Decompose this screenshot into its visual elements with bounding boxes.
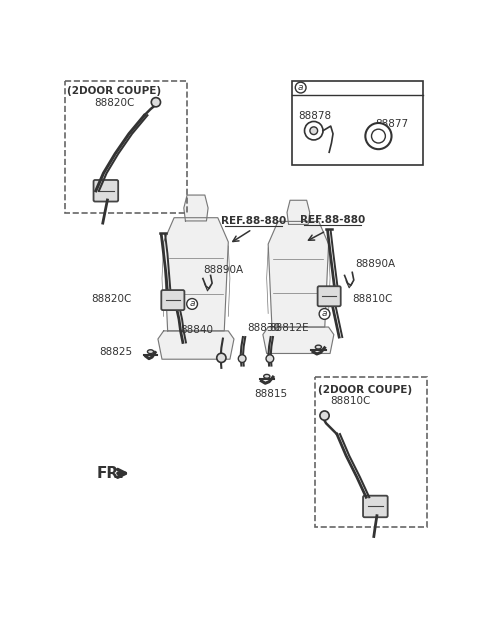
Ellipse shape <box>264 374 270 378</box>
Circle shape <box>365 123 392 149</box>
FancyBboxPatch shape <box>94 180 118 202</box>
Circle shape <box>304 122 323 140</box>
Text: 88820C: 88820C <box>92 294 132 303</box>
Circle shape <box>320 411 329 420</box>
Text: a: a <box>189 300 195 308</box>
Text: 88877: 88877 <box>375 119 408 129</box>
Text: 88878: 88878 <box>299 111 332 122</box>
Circle shape <box>217 353 226 362</box>
Text: a: a <box>298 83 303 92</box>
FancyBboxPatch shape <box>363 495 388 517</box>
Bar <box>315 377 427 527</box>
Text: (2DOOR COUPE): (2DOOR COUPE) <box>67 86 161 96</box>
Circle shape <box>266 355 274 362</box>
Circle shape <box>151 97 160 107</box>
Text: 88890A: 88890A <box>355 259 396 269</box>
FancyBboxPatch shape <box>161 290 184 310</box>
Polygon shape <box>164 218 228 331</box>
Text: 88840: 88840 <box>180 324 214 335</box>
Circle shape <box>319 308 330 319</box>
Polygon shape <box>158 331 234 359</box>
Circle shape <box>372 129 385 143</box>
Text: REF.88-880: REF.88-880 <box>221 216 287 226</box>
Text: 88820C: 88820C <box>94 97 135 108</box>
Bar <box>292 81 423 165</box>
Text: (2DOOR COUPE): (2DOOR COUPE) <box>318 385 412 395</box>
Text: FR.: FR. <box>96 466 125 481</box>
Bar <box>65 81 187 213</box>
Ellipse shape <box>315 345 322 349</box>
Circle shape <box>238 355 246 362</box>
Ellipse shape <box>147 350 154 354</box>
FancyBboxPatch shape <box>318 286 341 307</box>
Circle shape <box>310 127 318 134</box>
Text: 88810C: 88810C <box>331 396 371 406</box>
Text: 88830: 88830 <box>248 323 280 333</box>
Text: REF.88-880: REF.88-880 <box>300 214 365 225</box>
Text: 88810C: 88810C <box>352 294 393 303</box>
Polygon shape <box>268 221 328 327</box>
Text: 88890A: 88890A <box>204 265 244 275</box>
Text: 88815: 88815 <box>254 388 287 399</box>
Polygon shape <box>287 200 310 225</box>
Text: a: a <box>322 310 327 319</box>
Circle shape <box>187 298 197 309</box>
Circle shape <box>295 82 306 93</box>
Text: 88812E: 88812E <box>269 323 309 333</box>
Polygon shape <box>263 327 334 353</box>
Polygon shape <box>184 195 208 221</box>
Text: 88825: 88825 <box>99 348 132 358</box>
